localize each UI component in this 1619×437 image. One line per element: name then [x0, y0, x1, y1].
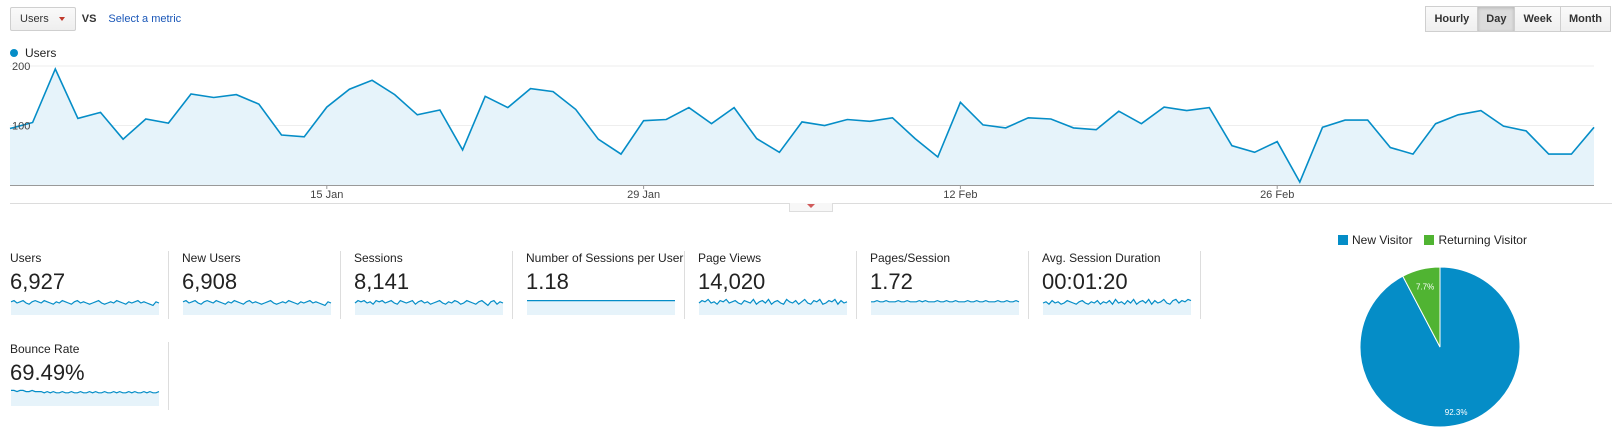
scorecard-sessions-per-user[interactable]: Number of Sessions per User 1.18: [526, 251, 685, 319]
scorecard-value: 14,020: [698, 269, 766, 294]
users-series-line: [9, 67, 1595, 184]
new-visitor-swatch: [1338, 235, 1348, 245]
legend-item-new-visitor[interactable]: New Visitor: [1338, 233, 1412, 247]
users-legend-dot: [10, 49, 18, 57]
sparkline-line: [354, 299, 504, 307]
scorecard-label: Sessions: [354, 251, 403, 265]
sparkline-area: [527, 300, 675, 315]
y-tick-label: 200: [12, 61, 30, 73]
scorecard-label: Pages/Session: [870, 251, 951, 265]
y-tick-label: 100: [12, 121, 30, 133]
x-tick-label: 29 Jan: [627, 189, 660, 201]
scorecard-value: 1.18: [526, 269, 569, 294]
x-tick-label: 26 Feb: [1260, 189, 1294, 201]
pages-per-session-sparkline: [871, 299, 1020, 315]
scorecard-label: Bounce Rate: [10, 342, 80, 356]
scorecard-avg-session-duration[interactable]: Avg. Session Duration 00:01:20: [1042, 251, 1201, 319]
scorecard-label: New Users: [182, 251, 241, 265]
x-tick-label: 15 Jan: [310, 189, 343, 201]
scorecard-label: Avg. Session Duration: [1042, 251, 1161, 265]
scorecard-label: Number of Sessions per User: [526, 251, 684, 265]
scorecard-page-views[interactable]: Page Views 14,020: [698, 251, 857, 319]
scorecard-sessions[interactable]: Sessions 8,141: [354, 251, 513, 319]
granularity-toggle: Hourly Day Week Month: [1425, 6, 1611, 32]
day-button[interactable]: Day: [1477, 6, 1516, 32]
sparkline-area: [871, 300, 1019, 315]
sparkline-area: [11, 390, 159, 406]
bounce-rate-sparkline: [11, 389, 160, 406]
sparkline-line: [11, 389, 160, 394]
scorecard-value: 00:01:20: [1042, 269, 1128, 294]
pie-data-label: 7.7%: [1416, 282, 1434, 291]
vs-label: VS: [81, 13, 97, 25]
sessions-per-user-sparkline: [527, 300, 675, 315]
metric-toolbar: Users VS Select a metric: [10, 6, 181, 32]
users-area-fill: [10, 69, 1594, 185]
chevron-down-icon: [58, 17, 65, 21]
sparkline-area: [1043, 299, 1191, 315]
returning-visitor-slice[interactable]: [1402, 266, 1441, 348]
pie-data-label: 92.3%: [1445, 408, 1468, 417]
users-over-time-chart: 100 200 15 Jan 29 Jan 12 Feb 26 Feb: [9, 61, 1595, 201]
metric-dropdown[interactable]: Users: [10, 7, 76, 31]
scorecard-pages-per-session[interactable]: Pages/Session 1.72: [870, 251, 1029, 319]
month-button[interactable]: Month: [1560, 6, 1611, 32]
sparkline-line: [698, 298, 848, 306]
x-tick-label: 12 Feb: [943, 189, 977, 201]
week-button[interactable]: Week: [1514, 6, 1562, 32]
sparkline-area: [355, 300, 503, 315]
scorecard-value: 6,927: [10, 269, 66, 294]
returning-visitor-swatch: [1424, 235, 1435, 245]
scorecard-bounce-rate[interactable]: Bounce Rate 69.49%: [10, 342, 169, 410]
scorecard-value: 8,141: [354, 269, 410, 294]
sparkline-line: [10, 299, 160, 307]
sparkline-line: [871, 299, 1020, 303]
users-sparkline: [10, 299, 160, 315]
pie-legend: New Visitor Returning Visitor: [1338, 233, 1539, 247]
sparkline-line: [1042, 298, 1192, 306]
metric-dropdown-label: Users: [20, 13, 49, 25]
new-visitor-legend-label: New Visitor: [1352, 233, 1413, 247]
scorecard-users[interactable]: Users 6,927: [10, 251, 169, 319]
scorecard-label: Page Views: [698, 251, 762, 265]
sparkline-area: [183, 300, 331, 315]
sparkline-area: [699, 299, 847, 315]
sessions-sparkline: [354, 299, 504, 315]
sparkline-area: [11, 300, 159, 315]
scorecard-value: 69.49%: [10, 360, 85, 385]
page-views-sparkline: [698, 298, 848, 315]
scorecard-new-users[interactable]: New Users 6,908: [182, 251, 341, 319]
new-users-sparkline: [182, 299, 332, 315]
returning-visitor-legend-label: Returning Visitor: [1438, 233, 1527, 247]
hourly-button[interactable]: Hourly: [1425, 6, 1479, 32]
scorecard-value: 1.72: [870, 269, 913, 294]
select-metric-link[interactable]: Select a metric: [108, 13, 182, 25]
scorecard-label: Users: [10, 251, 42, 265]
scorecard-value: 6,908: [182, 269, 238, 294]
sparkline-line: [182, 299, 332, 307]
users-legend-label: Users: [25, 46, 57, 60]
chart-legend: Users: [10, 46, 56, 60]
visitor-type-pie-chart: 92.3% 7.7%: [1359, 266, 1521, 428]
legend-item-returning-visitor[interactable]: Returning Visitor: [1424, 233, 1527, 247]
chart-resize-handle[interactable]: [789, 203, 833, 212]
avg-session-duration-sparkline: [1042, 298, 1192, 315]
